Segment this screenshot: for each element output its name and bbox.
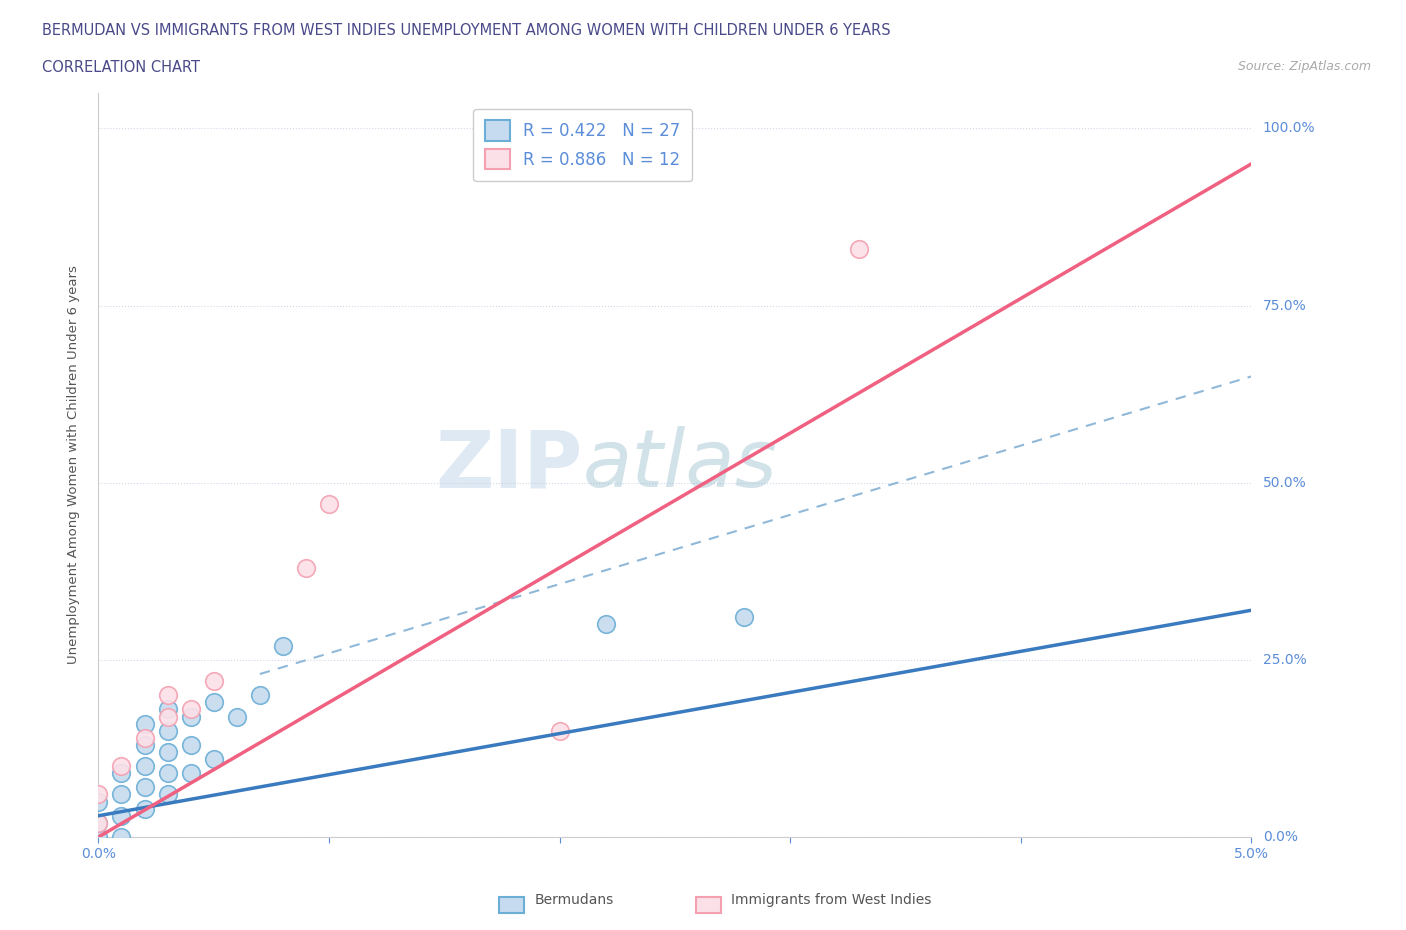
Y-axis label: Unemployment Among Women with Children Under 6 years: Unemployment Among Women with Children U… bbox=[67, 266, 80, 664]
Point bbox=[134, 759, 156, 774]
Point bbox=[202, 673, 225, 688]
Text: Immigrants from West Indies: Immigrants from West Indies bbox=[731, 893, 932, 907]
Text: CORRELATION CHART: CORRELATION CHART bbox=[42, 60, 200, 75]
Point bbox=[110, 808, 132, 823]
Text: Source: ZipAtlas.com: Source: ZipAtlas.com bbox=[1237, 60, 1371, 73]
Point bbox=[134, 737, 156, 752]
Text: 100.0%: 100.0% bbox=[1263, 122, 1316, 136]
Point bbox=[595, 617, 617, 631]
Point bbox=[134, 730, 156, 745]
Text: atlas: atlas bbox=[582, 426, 778, 504]
Text: ZIP: ZIP bbox=[436, 426, 582, 504]
Point bbox=[180, 702, 202, 717]
Point bbox=[156, 702, 179, 717]
Point bbox=[156, 765, 179, 780]
Text: 0.0%: 0.0% bbox=[1263, 830, 1298, 844]
Point bbox=[87, 787, 110, 802]
Text: 75.0%: 75.0% bbox=[1263, 299, 1306, 312]
Point bbox=[110, 765, 132, 780]
Point bbox=[87, 830, 110, 844]
Point bbox=[202, 695, 225, 710]
Point bbox=[202, 751, 225, 766]
Point bbox=[110, 787, 132, 802]
Point bbox=[249, 688, 271, 703]
Point bbox=[110, 759, 132, 774]
Point bbox=[156, 709, 179, 724]
Text: 50.0%: 50.0% bbox=[1263, 476, 1306, 490]
Text: BERMUDAN VS IMMIGRANTS FROM WEST INDIES UNEMPLOYMENT AMONG WOMEN WITH CHILDREN U: BERMUDAN VS IMMIGRANTS FROM WEST INDIES … bbox=[42, 23, 891, 38]
Text: Bermudans: Bermudans bbox=[534, 893, 613, 907]
Legend: R = 0.422   N = 27, R = 0.886   N = 12: R = 0.422 N = 27, R = 0.886 N = 12 bbox=[474, 109, 692, 181]
Point bbox=[156, 745, 179, 760]
Point bbox=[180, 737, 202, 752]
Point bbox=[733, 610, 755, 625]
Point bbox=[548, 724, 571, 738]
Point bbox=[110, 830, 132, 844]
Point bbox=[87, 816, 110, 830]
Point bbox=[87, 794, 110, 809]
Point bbox=[156, 787, 179, 802]
Point bbox=[848, 242, 870, 257]
Point bbox=[180, 765, 202, 780]
Point bbox=[87, 816, 110, 830]
Point bbox=[134, 802, 156, 817]
Text: 25.0%: 25.0% bbox=[1263, 653, 1306, 667]
Point bbox=[134, 716, 156, 731]
Point bbox=[156, 688, 179, 703]
Point bbox=[295, 560, 318, 575]
Point bbox=[318, 497, 340, 512]
Point bbox=[180, 709, 202, 724]
Point bbox=[271, 638, 294, 653]
Point bbox=[156, 724, 179, 738]
Point bbox=[134, 780, 156, 795]
Point bbox=[225, 709, 247, 724]
